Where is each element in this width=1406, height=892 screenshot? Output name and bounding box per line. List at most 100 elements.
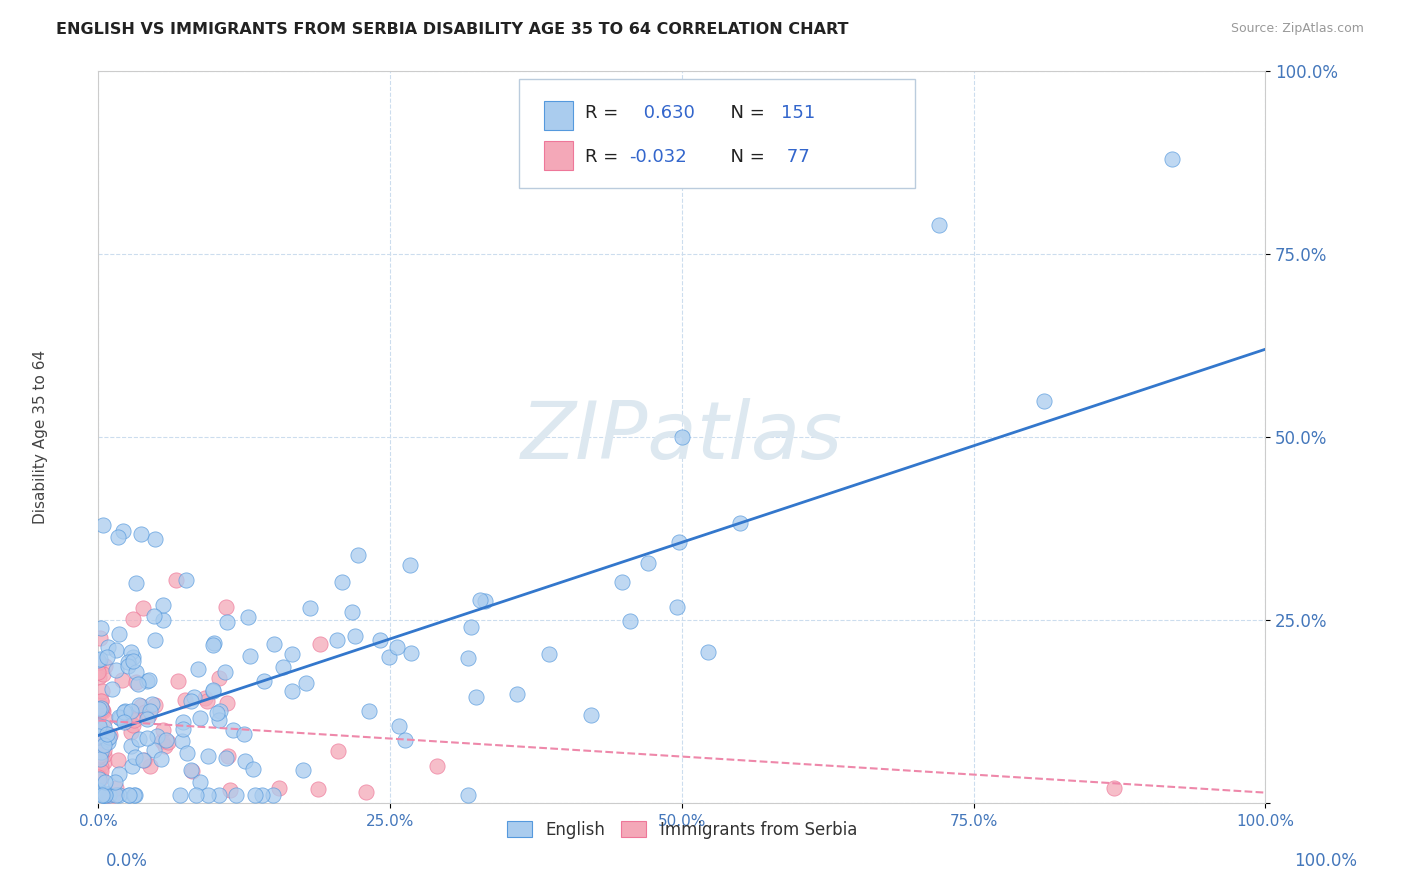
Point (89, 670, 111, 684)
Point (208, 713, 231, 727)
Point (125, 665, 148, 679)
Point (139, 704, 162, 718)
Point (93, 743, 115, 757)
Point (188, 775, 211, 789)
Point (131, 527, 153, 541)
Text: 0.0%: 0.0% (105, 852, 148, 870)
Point (505, 687, 527, 701)
FancyBboxPatch shape (544, 101, 574, 130)
Point (87, 771, 110, 785)
Point (273, 659, 295, 673)
Point (387, 719, 409, 733)
Point (292, 763, 315, 777)
Point (457, 789, 479, 803)
Point (180, 694, 202, 708)
Point (97, 789, 120, 803)
Point (87, 713, 110, 727)
Point (1102, 781, 1125, 796)
Point (394, 733, 416, 747)
Point (219, 782, 242, 797)
Point (90, 694, 112, 708)
Point (252, 674, 274, 689)
Point (120, 725, 142, 739)
Point (233, 754, 256, 768)
Point (474, 594, 496, 608)
Point (91, 727, 114, 741)
Point (671, 430, 693, 444)
Point (94, 659, 117, 673)
Point (342, 605, 364, 619)
Point (188, 711, 211, 725)
Point (89, 748, 111, 763)
Point (928, 218, 950, 232)
Point (184, 789, 207, 803)
Point (460, 620, 482, 634)
Point (146, 729, 169, 743)
Point (89, 698, 111, 713)
Point (308, 637, 330, 651)
Point (610, 575, 633, 590)
Point (155, 739, 177, 753)
Point (354, 785, 377, 799)
Point (174, 693, 197, 707)
Point (149, 751, 172, 765)
Text: 75.0%: 75.0% (949, 814, 998, 829)
Point (89, 751, 111, 765)
Point (87, 723, 110, 738)
Point (91, 704, 114, 718)
Point (141, 698, 163, 712)
Point (122, 718, 145, 732)
Point (125, 675, 148, 690)
Point (96, 732, 118, 747)
Text: 77: 77 (782, 148, 810, 166)
Point (129, 698, 152, 713)
Point (172, 733, 194, 747)
Point (89, 632, 111, 646)
Point (195, 694, 218, 708)
Text: 25.0%: 25.0% (366, 814, 415, 829)
Point (468, 593, 491, 607)
Point (132, 601, 155, 615)
Point (91, 702, 114, 716)
Point (152, 598, 174, 612)
Point (89, 655, 111, 669)
Point (215, 751, 238, 765)
Point (91, 789, 114, 803)
Point (143, 532, 166, 546)
Point (299, 601, 322, 615)
Point (94, 789, 117, 803)
Point (87, 653, 110, 667)
Point (330, 574, 353, 589)
Point (120, 739, 142, 753)
Point (87, 723, 110, 738)
Point (89, 699, 111, 714)
Point (294, 675, 316, 690)
Point (127, 677, 149, 691)
Point (117, 655, 139, 669)
Point (167, 674, 190, 689)
Point (107, 530, 129, 544)
Point (97, 789, 120, 803)
Point (132, 753, 155, 767)
Text: R =: R = (585, 148, 624, 166)
Point (280, 684, 302, 698)
Point (98, 730, 121, 744)
Point (201, 638, 224, 652)
Point (142, 742, 165, 756)
Point (457, 651, 479, 665)
Point (368, 632, 391, 647)
Point (87, 729, 110, 743)
Point (112, 714, 135, 729)
Point (87, 772, 110, 787)
Point (90, 694, 112, 708)
Point (93, 789, 115, 803)
Point (262, 789, 284, 803)
Point (281, 647, 304, 661)
Point (238, 610, 260, 624)
Point (93, 756, 115, 770)
Point (172, 722, 194, 736)
Point (205, 706, 228, 720)
Text: Source: ZipAtlas.com: Source: ZipAtlas.com (1230, 22, 1364, 36)
Point (183, 690, 205, 705)
Point (142, 608, 165, 623)
